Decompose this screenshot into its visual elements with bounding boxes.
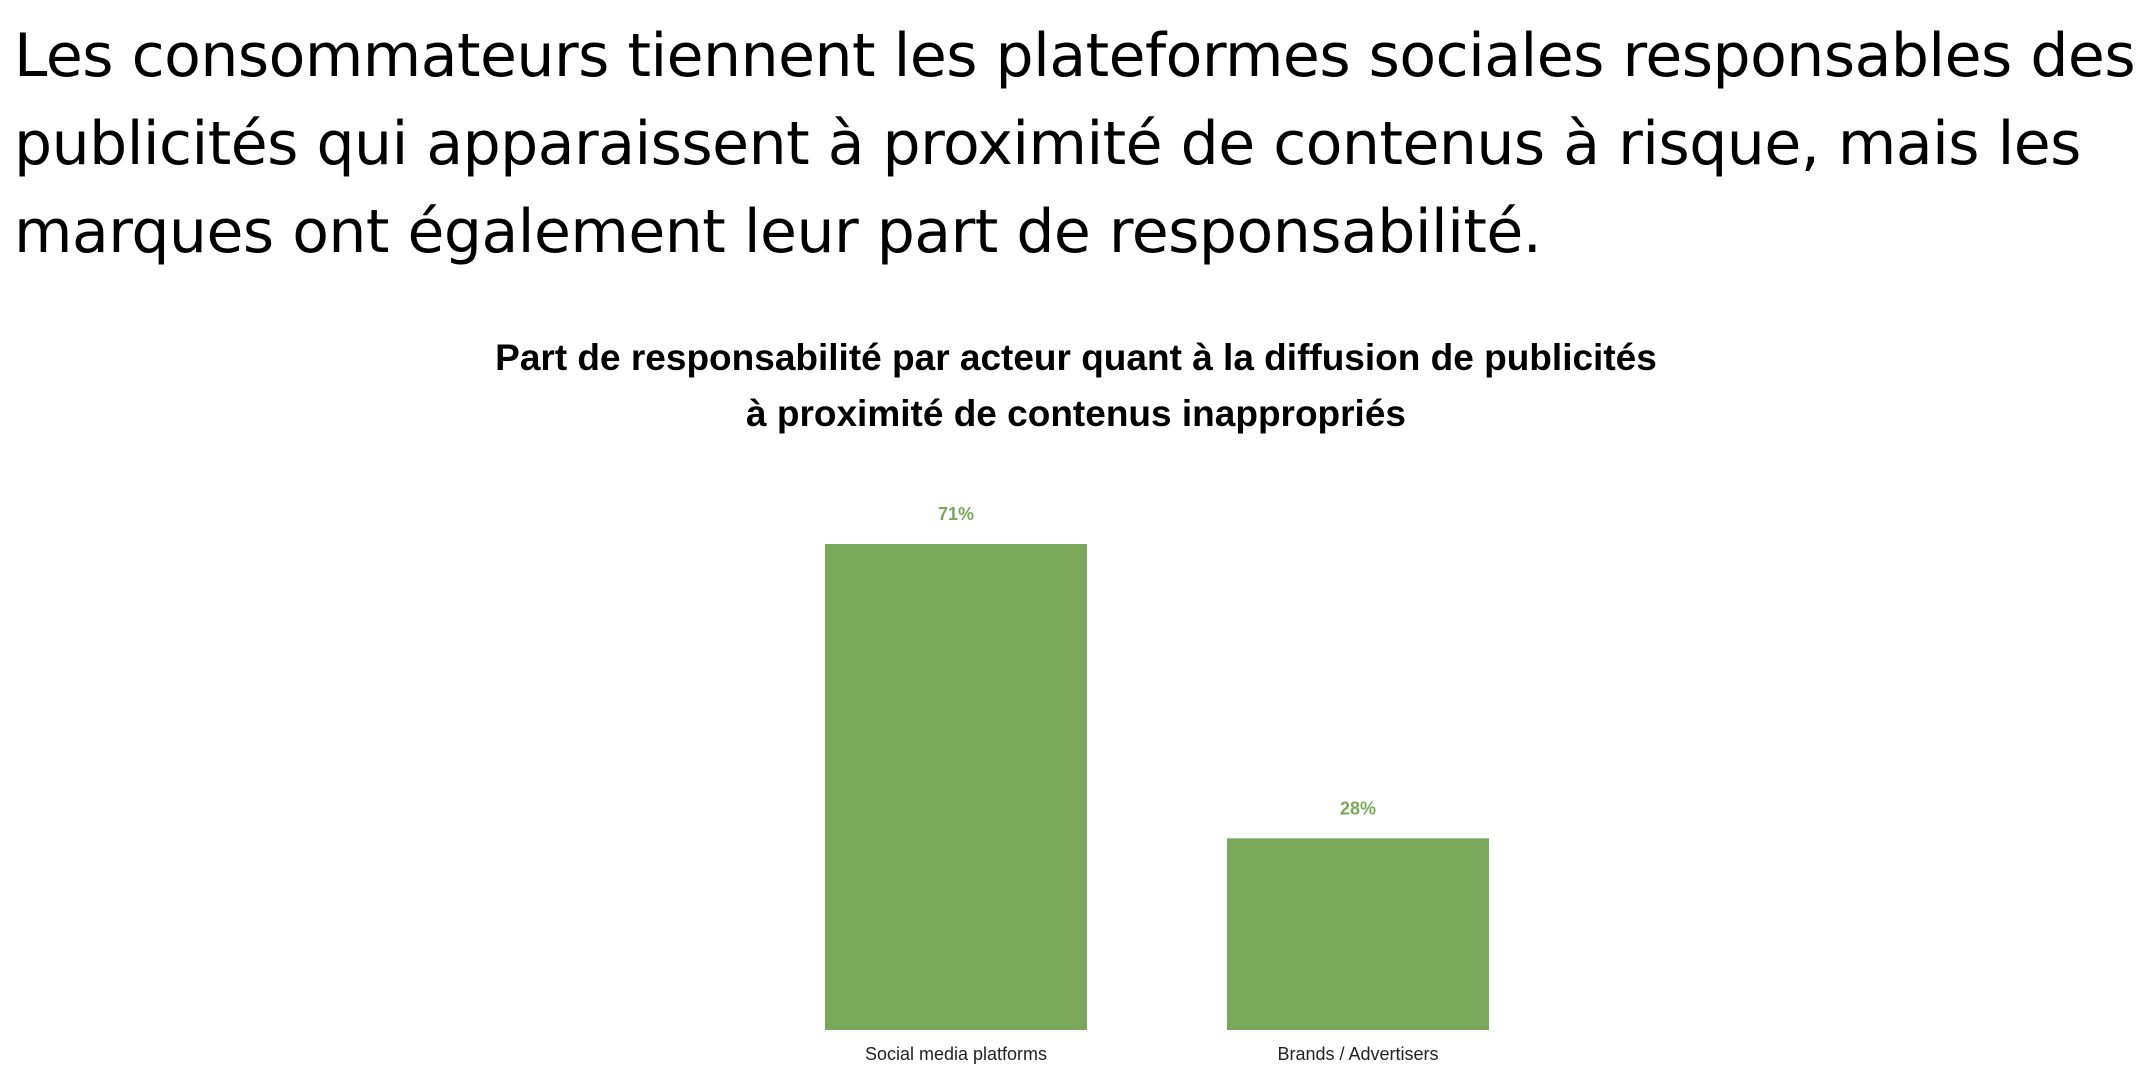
- data-label-2: 28%: [1340, 798, 1376, 818]
- chart-title-line-1: Part de responsabilité par acteur quant …: [495, 337, 1657, 378]
- chart-title: Part de responsabilité par acteur quant …: [0, 330, 2152, 442]
- slide-headline: Les consommateurs tiennent les plateform…: [14, 12, 2144, 276]
- bar-1: [825, 544, 1087, 1030]
- chart-title-line-2: à proximité de contenus inappropriés: [746, 393, 1406, 434]
- headline-line-2: publicités qui apparaissent à proximité …: [14, 109, 2081, 179]
- bar-2: [1227, 838, 1489, 1030]
- category-label-2: Brands / Advertisers: [1277, 1044, 1438, 1064]
- headline-line-3: marques ont également leur part de respo…: [14, 197, 1542, 267]
- data-label-1: 71%: [938, 504, 974, 524]
- headline-line-1: Les consommateurs tiennent les plateform…: [14, 21, 2136, 91]
- bar-chart: 71% Social media platforms 28% Brands / Adv…: [825, 504, 1489, 1064]
- category-label-1: Social media platforms: [865, 1044, 1047, 1064]
